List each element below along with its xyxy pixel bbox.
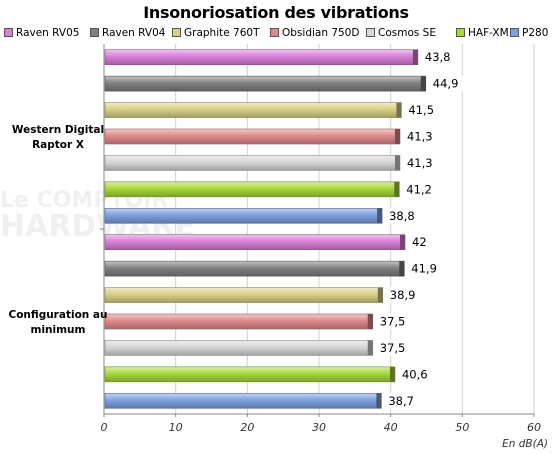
bar-haf-xm xyxy=(104,181,400,198)
legend-swatch xyxy=(510,28,519,37)
legend-item: P280 xyxy=(510,26,548,40)
legend: Raven RV05 Raven RV04 Graphite 760T Obsidia… xyxy=(4,26,550,40)
data-label: 38,9 xyxy=(390,288,416,302)
x-tick-label: 30 xyxy=(312,421,326,434)
bar-raven-rv04 xyxy=(104,260,405,277)
bar-haf-xm xyxy=(104,366,396,383)
x-tick-label: 40 xyxy=(384,421,398,434)
category-label: Configuration au xyxy=(9,309,108,321)
data-label-bg xyxy=(375,339,411,356)
legend-item: Obsidian 750D xyxy=(270,26,359,40)
legend-swatch xyxy=(456,28,465,37)
legend-swatch xyxy=(366,28,375,37)
data-label-bg xyxy=(404,102,440,119)
chart-title: Insonoriosation des vibrations xyxy=(143,3,409,22)
x-tick-label: 20 xyxy=(240,421,254,434)
data-label-bg xyxy=(408,234,430,251)
x-tick-label: 60 xyxy=(527,421,541,434)
bar-end-cap xyxy=(394,181,400,197)
bar-end-cap xyxy=(389,366,395,382)
data-label-bg xyxy=(402,154,439,171)
data-label: 38,8 xyxy=(389,209,415,223)
legend-swatch xyxy=(172,28,181,37)
bar-end-cap xyxy=(377,208,383,224)
data-label: 38,7 xyxy=(388,394,414,408)
legend-label: Raven RV04 xyxy=(102,27,166,39)
x-tick-label: 0 xyxy=(101,421,108,434)
bar-raven-rv04 xyxy=(104,75,427,92)
bar-raven-rv05 xyxy=(104,49,419,66)
data-label-bg xyxy=(428,75,464,92)
x-axis-label: En dB(A) xyxy=(502,438,548,450)
bar-end-cap xyxy=(377,287,383,303)
legend-label: Raven RV05 xyxy=(16,27,80,39)
data-label-bg xyxy=(402,128,439,145)
bar-end-cap xyxy=(367,314,373,329)
legend-swatch xyxy=(4,28,13,37)
bar-obsidian-750d xyxy=(104,128,401,145)
legend-swatch xyxy=(90,28,99,37)
data-label: 37,5 xyxy=(380,341,406,355)
data-label: 41,9 xyxy=(411,262,437,276)
bar-p280 xyxy=(104,207,383,224)
legend-label: Graphite 760T xyxy=(184,27,260,39)
legend-item: Graphite 760T xyxy=(172,26,260,40)
legend-item: Cosmos SE xyxy=(366,26,436,40)
legend-swatch xyxy=(270,28,279,37)
bar-cosmos-se xyxy=(104,340,374,356)
data-label: 41,3 xyxy=(407,156,433,170)
legend-item: Raven RV05 xyxy=(4,26,79,40)
legend-item: HAF-XM xyxy=(456,26,509,40)
bar-end-cap xyxy=(420,76,426,92)
data-label: 40,6 xyxy=(402,367,428,381)
legend-label: HAF-XM xyxy=(468,27,509,39)
bar-p280 xyxy=(104,392,382,409)
data-label-bg xyxy=(407,260,443,277)
x-tick-label: 50 xyxy=(455,421,469,434)
bar-obsidian-750d xyxy=(104,313,374,330)
legend-label: P280 xyxy=(522,27,549,39)
bar-end-cap xyxy=(367,340,373,356)
bar-end-cap xyxy=(394,129,400,144)
category-label: minimum xyxy=(31,324,86,336)
data-label-bg xyxy=(420,49,457,66)
data-label-bg xyxy=(385,287,421,304)
category-label: Western Digital xyxy=(12,124,104,136)
bar-end-cap xyxy=(400,234,405,250)
data-label: 41,2 xyxy=(406,182,432,196)
data-label-bg xyxy=(385,207,421,224)
data-label: 43,8 xyxy=(425,50,451,64)
category-label: Raptor X xyxy=(32,139,84,151)
data-label-bg xyxy=(375,313,411,330)
data-label-bg xyxy=(402,181,438,198)
data-label: 37,5 xyxy=(380,315,406,329)
bar-graphite-760t xyxy=(104,287,384,303)
bar-end-cap xyxy=(394,155,400,171)
data-label-bg xyxy=(397,366,434,383)
bar-cosmos-se xyxy=(104,155,401,171)
bar-end-cap xyxy=(412,49,418,65)
legend-label: Cosmos SE xyxy=(378,27,436,39)
data-label: 41,5 xyxy=(408,103,434,117)
bar-end-cap xyxy=(396,102,402,118)
data-label: 42 xyxy=(412,235,427,249)
bar-end-cap xyxy=(399,261,405,277)
bar-graphite-760t xyxy=(104,102,402,118)
bar-raven-rv05 xyxy=(104,234,406,251)
data-label: 44,9 xyxy=(433,77,459,91)
legend-item: Raven RV04 xyxy=(90,26,165,40)
data-label-bg xyxy=(384,392,420,409)
bar-end-cap xyxy=(376,393,382,409)
data-label: 41,3 xyxy=(407,130,433,144)
x-tick-label: 10 xyxy=(169,421,183,434)
legend-label: Obsidian 750D xyxy=(282,27,360,39)
